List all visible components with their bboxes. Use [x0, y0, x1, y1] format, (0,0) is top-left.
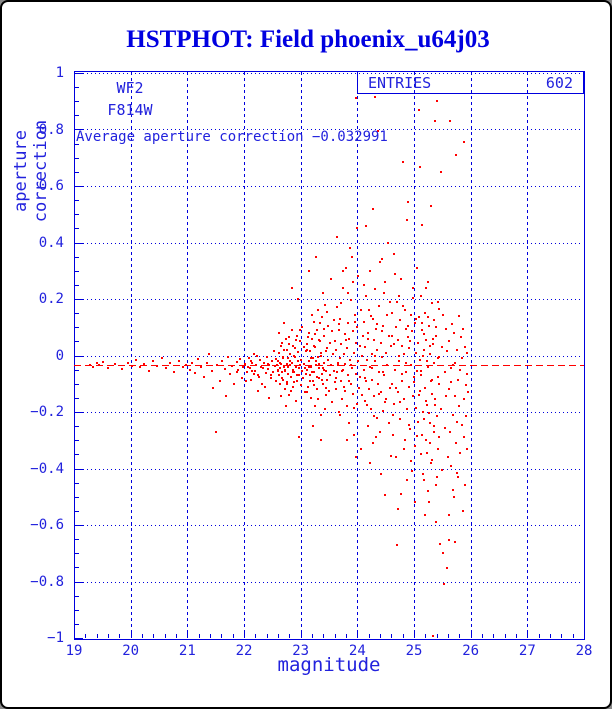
entries-box: ENTRIES 602 [357, 71, 584, 94]
average-correction-label: Average aperture correction −0.032991 [76, 129, 388, 145]
plot-border [74, 71, 585, 640]
x-tick-label: 27 [518, 643, 536, 659]
x-tick-label: 26 [462, 643, 480, 659]
y-tick-label: 0.8 [38, 121, 64, 138]
x-axis-label: magnitude [277, 654, 381, 676]
x-tick-label: 19 [65, 643, 83, 659]
x-tick-label: 23 [292, 643, 310, 659]
y-tick-label: 0.4 [38, 234, 64, 251]
entries-value: 602 [545, 73, 573, 92]
scatter-points [89, 96, 469, 637]
y-tick-label: −0.8 [30, 573, 64, 590]
x-tick-label: 20 [122, 643, 140, 659]
x-tick-label: 22 [235, 643, 253, 659]
y-tick-label: 0 [55, 347, 64, 364]
x-tick-label: 24 [348, 643, 366, 659]
x-tick-label: 21 [178, 643, 196, 659]
y-tick-label: −0.6 [30, 517, 64, 533]
filter-label: F814W [107, 101, 153, 119]
x-tick-label: 28 [575, 643, 593, 659]
y-tick-label: −1 [47, 630, 64, 646]
page-title: HSTPHOT: Field phoenix_u64j03 [126, 26, 490, 53]
y-tick-label: 1 [55, 65, 64, 81]
y-tick-label: −0.2 [30, 404, 64, 420]
y-tick-label: 0.2 [38, 291, 64, 307]
entries-label: ENTRIES [368, 73, 432, 92]
x-tick-label: 25 [405, 643, 423, 659]
y-tick-label: 0.6 [38, 178, 64, 194]
camera-label: WF2 [116, 79, 144, 97]
y-tick-label: −0.4 [30, 460, 64, 477]
